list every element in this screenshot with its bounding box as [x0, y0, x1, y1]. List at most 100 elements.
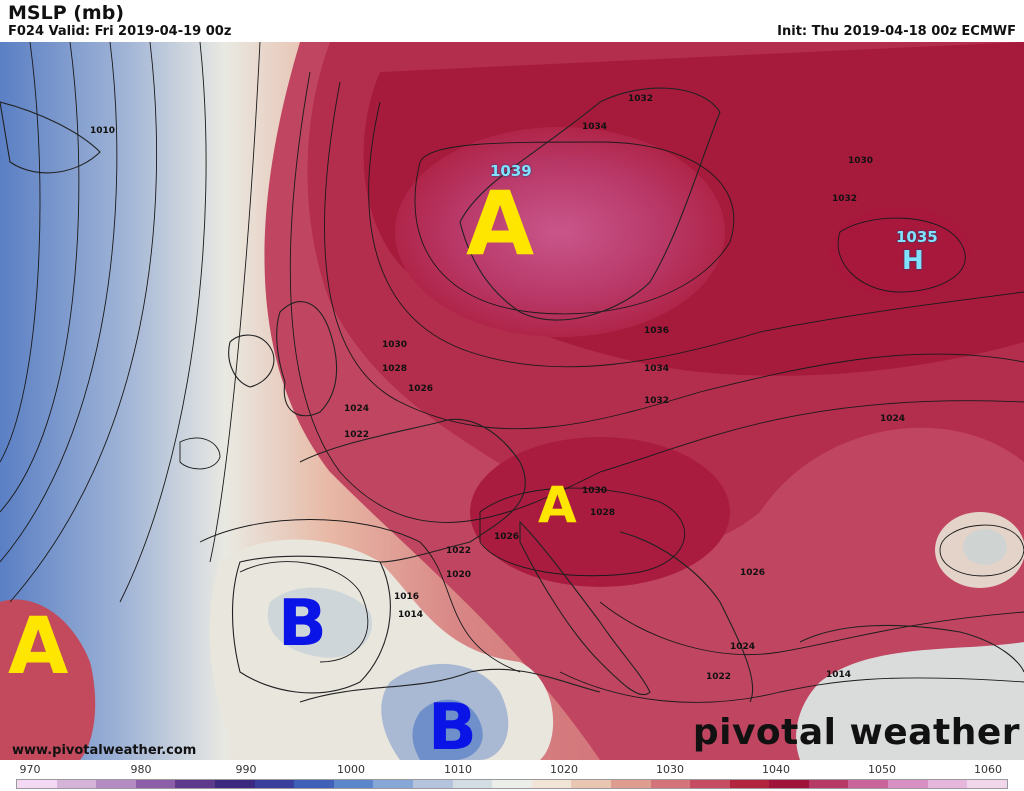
colorbar-swatches	[16, 779, 1008, 789]
coastline-turkey	[799, 624, 1024, 673]
colorbar-swatch	[56, 780, 97, 788]
contour-label: 1032	[628, 94, 654, 104]
isobar	[559, 671, 1024, 703]
colorbar-swatch	[175, 780, 215, 788]
coastline-scandinavia	[459, 87, 721, 321]
high-center-value: 1039	[490, 162, 532, 180]
colorbar-swatch	[571, 780, 611, 788]
contour-label: 1030	[582, 486, 608, 496]
contour-label: 1032	[832, 194, 858, 204]
colorbar-swatch	[848, 780, 889, 788]
init-time: Init: Thu 2019-04-18 00z ECMWF	[777, 24, 1016, 39]
header: MSLP (mb) F024 Valid: Fri 2019-04-19 00z…	[0, 0, 1024, 42]
isobar	[368, 101, 1024, 368]
colorbar-swatch	[254, 780, 295, 788]
contour-label: 1026	[494, 532, 520, 542]
isobar	[837, 217, 966, 293]
contour-label: 1034	[582, 122, 608, 132]
scandinavia-high-core	[395, 127, 725, 337]
colorbar-swatch	[729, 780, 770, 788]
colorbar-swatch	[927, 780, 968, 788]
colorbar-tick: 970	[19, 763, 41, 776]
isobar	[239, 561, 369, 663]
isobar	[119, 42, 207, 603]
colorbar-swatch	[492, 780, 532, 788]
colorbar-tick: 1010	[444, 763, 472, 776]
pressure-map: 1010 1032 1034 1030 1032 1036 1034 1032 …	[0, 42, 1024, 760]
colorbar-swatch	[650, 780, 691, 788]
contour-label: 1026	[408, 384, 434, 394]
coastline-ireland	[228, 334, 275, 388]
contour-label: 1024	[344, 404, 370, 414]
colorbar-tick: 1060	[974, 763, 1002, 776]
isobar	[599, 601, 1024, 655]
isobar	[209, 42, 261, 563]
black-sea-low-core	[963, 529, 1007, 565]
brand-logo: pivotal weather	[692, 712, 1020, 753]
coastline-north-africa	[299, 668, 601, 703]
isobar	[9, 42, 158, 603]
isobar	[324, 81, 1024, 430]
colorbar-swatch	[888, 780, 928, 788]
iberia-low-core	[267, 587, 372, 658]
isobar	[414, 141, 735, 315]
contour-label: 1036	[644, 326, 670, 336]
colorbar-tick: 1000	[337, 763, 365, 776]
contour-label: 1032	[644, 396, 670, 406]
coastline-france	[299, 418, 526, 563]
colorbar-tick: 990	[235, 763, 257, 776]
high-center-value: 1035	[896, 228, 938, 246]
colorbar-swatch	[610, 780, 651, 788]
isobar	[0, 42, 118, 563]
contour-label: 1028	[382, 364, 408, 374]
colorbar-swatch	[96, 780, 136, 788]
isobar-lines	[0, 42, 1024, 703]
map-canvas	[0, 42, 1024, 760]
contour-label: 1014	[398, 610, 424, 620]
colorbar-swatch	[967, 780, 1007, 788]
contour-label: 1030	[848, 156, 874, 166]
contour-label: 1024	[880, 414, 906, 424]
balkan-high-pocket	[470, 437, 730, 587]
isobar	[179, 437, 221, 470]
colorbar-tick: 1030	[656, 763, 684, 776]
isobar	[479, 487, 686, 577]
map-title: MSLP (mb)	[8, 2, 125, 24]
low-annotation: B	[278, 587, 327, 661]
coastlines	[0, 87, 1024, 703]
colorbar-swatch	[769, 780, 809, 788]
colorbar-tick: 1020	[550, 763, 578, 776]
coastline-italy	[519, 520, 651, 696]
contour-label: 1030	[382, 340, 408, 350]
contour-label: 1016	[394, 592, 420, 602]
colorbar-swatch	[452, 780, 493, 788]
isobar	[199, 519, 521, 673]
colorbar-tick: 1050	[868, 763, 896, 776]
colorbar-swatch	[333, 780, 374, 788]
low-annotation: B	[428, 691, 477, 760]
colorbar: 970 980 990 1000 1010 1020 1030 1040 105…	[0, 760, 1024, 791]
algeria-low-core	[412, 699, 483, 760]
coastline-britain	[276, 301, 338, 417]
colorbar-swatch	[808, 780, 849, 788]
colorbar-swatch	[214, 780, 255, 788]
atlantic-high-region	[0, 599, 96, 760]
contour-label: 1028	[590, 508, 616, 518]
colorbar-swatch	[135, 780, 176, 788]
high-annotation: A	[538, 476, 577, 534]
coastline-balkans	[619, 531, 754, 703]
colorbar-swatch	[412, 780, 453, 788]
contour-label: 1022	[706, 672, 732, 682]
isobar	[289, 71, 1024, 523]
high-pressure-symbol: H	[902, 246, 924, 276]
coastline-iberia	[232, 555, 391, 694]
colorbar-swatch	[294, 780, 334, 788]
isobar	[0, 42, 41, 463]
east-med-low	[796, 642, 1024, 760]
colorbar-swatch	[17, 780, 57, 788]
contour-label: 1034	[644, 364, 670, 374]
contour-label: 1022	[344, 430, 370, 440]
contour-label: 1020	[446, 570, 472, 580]
high-annotation: A	[466, 172, 535, 275]
colorbar-swatch	[690, 780, 730, 788]
